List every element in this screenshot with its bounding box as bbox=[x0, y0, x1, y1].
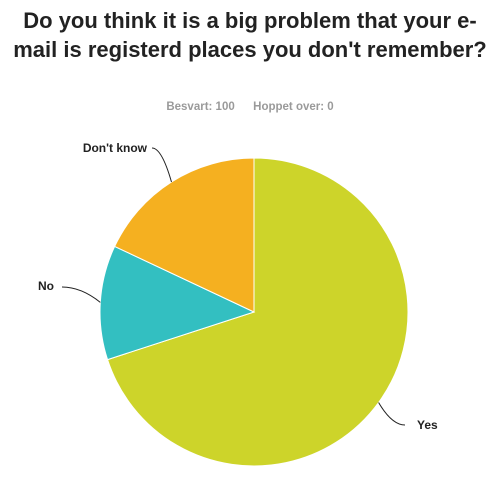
leader-line-no bbox=[61, 286, 101, 303]
leader-line-yes bbox=[378, 402, 406, 426]
chart-title: Do you think it is a big problem that yo… bbox=[13, 8, 487, 62]
leader-line-dont-know bbox=[151, 147, 172, 183]
pie-slice-yes bbox=[106, 157, 409, 467]
answered-count: Besvart: 100 bbox=[166, 101, 235, 113]
skipped-count: Hoppet over: 0 bbox=[253, 101, 334, 113]
slice-label-yes: Yes bbox=[417, 418, 438, 432]
slice-label-no: No bbox=[38, 279, 54, 293]
response-stats: Besvart: 100 Hoppet over: 0 bbox=[0, 101, 500, 113]
pie-slice-no bbox=[99, 245, 256, 361]
pie-slice-dont-know bbox=[113, 157, 255, 313]
slice-label-dont-know: Don't know bbox=[83, 141, 148, 155]
